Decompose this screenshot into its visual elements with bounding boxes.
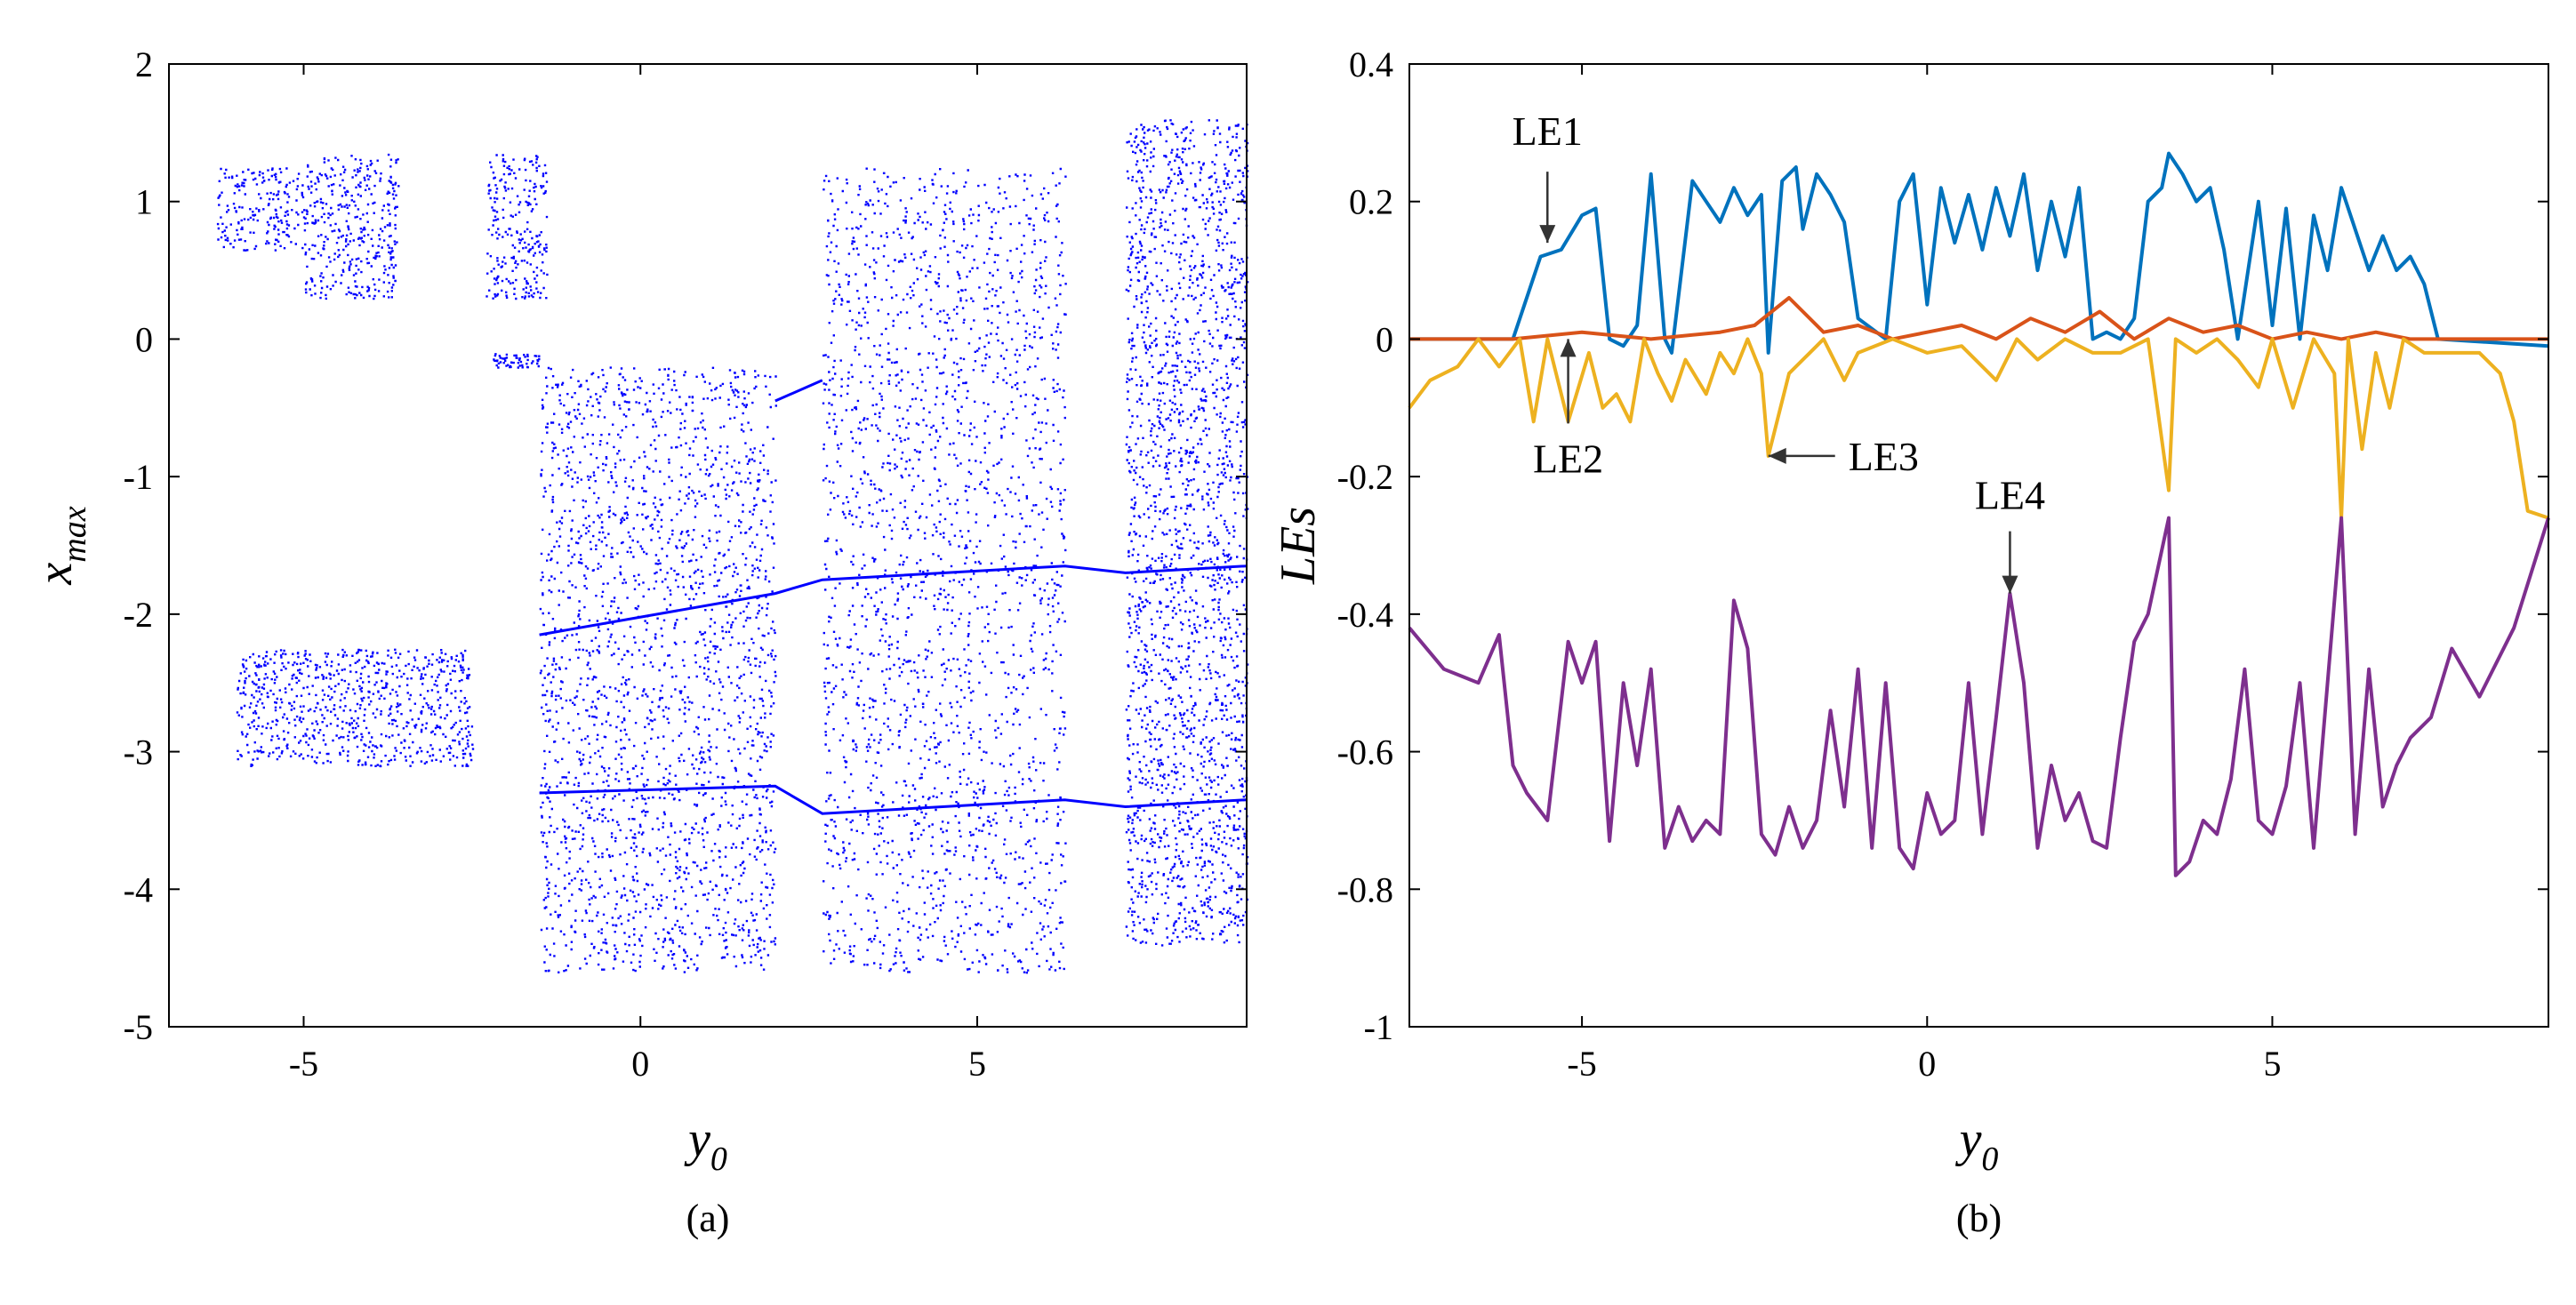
y-tick-label: -0.2: [1337, 457, 1393, 497]
x-axis-ticks-b: -5 0 5: [1567, 64, 2281, 1084]
y-tick-label: 0.2: [1349, 182, 1393, 222]
panel-a-bifurcation-diagram: -5 0 5 -5 -4 -3 -2 -1 0 1 2 y0 xmax (a): [28, 44, 1249, 1240]
y-tick-label: -1: [124, 457, 153, 497]
y-tick-label: 0.4: [1349, 44, 1393, 84]
x-tick-label: 0: [1918, 1044, 1936, 1084]
series-le2: [1409, 296, 2548, 341]
bifurcation-curve: [774, 379, 823, 403]
y-axis-ticks-b: -1 -0.8 -0.6 -0.4 -0.2 0 0.2 0.4: [1337, 44, 2548, 1047]
x-tick-label: 5: [968, 1044, 986, 1084]
y-tick-label: 0: [135, 319, 153, 359]
series-le1: [1409, 151, 2549, 355]
annotation-arrow-head: [2002, 575, 2018, 594]
annotation-arrow-head: [1560, 339, 1577, 357]
y-axis-label-a: xmax: [28, 506, 93, 585]
lyapunov-series: [1408, 151, 2550, 877]
bifurcation-curves: [539, 379, 1248, 815]
plot-frame-b: [1408, 63, 2549, 1028]
plot-frame-a: [168, 63, 1248, 1028]
series-annotations: LE1 LE2 LE3 LE4: [1513, 108, 2045, 594]
annotation-arrow-head: [1539, 225, 1556, 244]
y-tick-label: -0.8: [1337, 869, 1393, 909]
series-le4: [1408, 516, 2550, 877]
annotation-label-le4: LE4: [1975, 473, 2045, 518]
y-tick-label: -4: [124, 869, 153, 909]
x-tick-label: -5: [1567, 1044, 1596, 1084]
x-axis-ticks-a: -5 0 5: [289, 64, 986, 1084]
bifurcation-curve: [539, 564, 1248, 636]
annotation-label-le3: LE3: [1849, 434, 1919, 479]
x-tick-label: 0: [631, 1044, 649, 1084]
y-tick-label: -1: [1364, 1007, 1393, 1047]
bifurcation-scatter-points: [216, 119, 1249, 974]
y-tick-label: -5: [124, 1007, 153, 1047]
bifurcation-curve: [539, 784, 1248, 815]
y-tick-label: 0: [1376, 319, 1393, 359]
bifurcation-points: [216, 119, 1249, 974]
y-tick-label: -0.4: [1337, 595, 1393, 635]
y-tick-label: -3: [124, 733, 153, 773]
y-tick-label: 2: [135, 44, 153, 84]
panel-caption-a: (a): [686, 1197, 730, 1240]
y-tick-label: -2: [124, 595, 153, 635]
y-tick-label: 1: [135, 182, 153, 222]
y-tick-label: -0.6: [1337, 733, 1393, 773]
annotation-label-le2: LE2: [1533, 436, 1603, 481]
x-axis-label-b: y0: [1955, 1112, 1999, 1178]
x-axis-label-a: y0: [684, 1112, 727, 1178]
y-axis-ticks-a: -5 -4 -3 -2 -1 0 1 2: [124, 44, 1247, 1047]
annotation-arrow-head: [1768, 447, 1786, 464]
x-tick-label: 5: [2263, 1044, 2281, 1084]
panel-b-lyapunov-exponents: -5 0 5 -1 -0.8 -0.6 -0.4 -0.2 0 0.2 0.4 LE1 LE2 LE3…: [1271, 44, 2550, 1240]
series-le3: [1408, 337, 2549, 520]
x-tick-label: -5: [289, 1044, 318, 1084]
y-axis-label-b: LEs: [1271, 507, 1326, 585]
annotation-label-le1: LE1: [1513, 108, 1583, 154]
panel-caption-b: (b): [1956, 1197, 2002, 1240]
